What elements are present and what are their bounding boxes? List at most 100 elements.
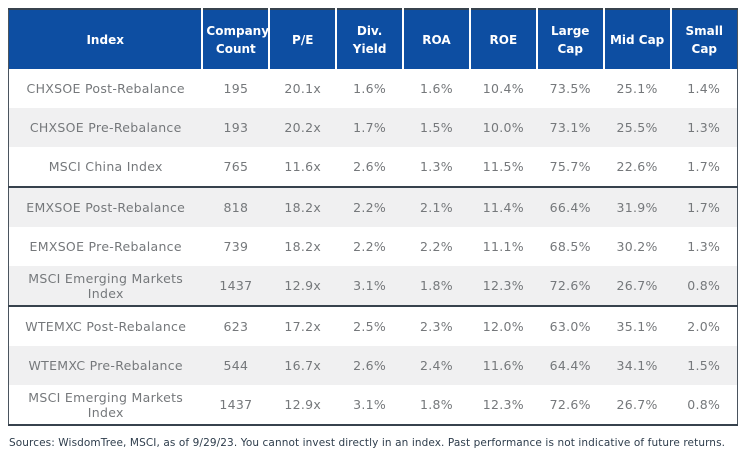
value-cell: 11.4%	[482, 200, 524, 215]
value-cell: 2.5%	[353, 319, 387, 334]
value-cell: 72.6%	[549, 397, 591, 412]
table-row-msci-china-index: MSCI China Index 765 11.6x 2.6% 1.3% 11.5% 75.…	[9, 147, 738, 187]
value-cell: 1.7%	[687, 200, 721, 215]
value-cell: 11.6%	[482, 358, 524, 373]
column-header-index: Index	[8, 9, 203, 69]
source-footnote: Sources: WisdomTree, MSCI, as of 9/29/23…	[9, 437, 726, 449]
index-name-cell: MSCI Emerging Markets Index	[28, 270, 184, 301]
value-cell: 10.0%	[482, 120, 524, 135]
value-cell: 11.5%	[482, 159, 524, 174]
value-cell: 818	[223, 200, 249, 215]
value-cell: 12.9x	[284, 397, 322, 412]
value-cell: 2.2%	[353, 200, 387, 215]
table-row-emxsoe-post-rebalance: EMXSOE Post-Rebalance 818 18.2x 2.2% 2.1% 11.…	[8, 187, 738, 227]
value-cell: 10.4%	[482, 81, 524, 96]
value-cell: 26.7%	[616, 278, 658, 293]
value-cell: 544	[223, 358, 249, 373]
value-cell: 25.5%	[616, 120, 658, 135]
value-cell: 73.5%	[549, 81, 591, 96]
value-cell: 1.6%	[353, 81, 387, 96]
value-cell: 17.2x	[284, 319, 322, 334]
value-cell: 2.2%	[420, 239, 453, 254]
value-cell: 30.2%	[616, 239, 658, 254]
table-group-em-exchina-group: WTEMXC Post-Rebalance 623 17.2x 2.5% 2.3% 12.…	[8, 306, 738, 425]
value-cell: 2.6%	[353, 159, 387, 174]
column-header-roe: ROE	[468, 9, 537, 69]
column-header-company-count: Company Count	[201, 9, 270, 69]
index-name-cell: CHXSOE Pre-Rebalance	[29, 120, 182, 135]
value-cell: 0.8%	[687, 278, 721, 293]
value-cell: 1.7%	[687, 159, 721, 174]
value-cell: 35.1%	[616, 319, 658, 334]
value-cell: 1437	[219, 278, 253, 293]
value-cell: 63.0%	[549, 319, 591, 334]
table-row-emxsoe-pre-rebalance: EMXSOE Pre-Rebalance 739 18.2x 2.2% 2.2% 11.1…	[9, 227, 738, 266]
column-header-small-cap: Small Cap	[669, 9, 738, 69]
value-cell: 25.1%	[616, 81, 658, 96]
index-comparison-table: Index Company Count P/E Div. Yield ROA ROE Lar…	[8, 8, 738, 426]
value-cell: 64.4%	[549, 358, 591, 373]
value-cell: 73.1%	[549, 120, 591, 135]
value-cell: 34.1%	[616, 358, 658, 373]
value-cell: 1.5%	[687, 358, 721, 373]
index-name-cell: MSCI China Index	[48, 159, 163, 174]
value-cell: 26.7%	[616, 397, 658, 412]
column-header-large-cap: Large Cap	[535, 9, 604, 69]
column-header-roa: ROA	[402, 9, 470, 69]
index-name-cell: MSCI Emerging Markets Index	[28, 389, 184, 420]
value-cell: 31.9%	[616, 200, 658, 215]
table-row-msci-emerging-markets-index: MSCI Emerging Markets Index 1437 12.9x 3.1%…	[8, 266, 738, 306]
table-row-wtemxc-pre-rebalance: WTEMXC Pre-Rebalance 544 16.7x 2.6% 2.4% 11.6…	[8, 346, 738, 385]
value-cell: 3.1%	[353, 397, 387, 412]
value-cell: 20.2x	[284, 120, 322, 135]
value-cell: 68.5%	[549, 239, 591, 254]
value-cell: 12.9x	[284, 278, 322, 293]
index-name-cell: WTEMXC Pre-Rebalance	[28, 358, 183, 373]
value-cell: 1.3%	[687, 120, 721, 135]
table-row-wtemxc-post-rebalance: WTEMXC Post-Rebalance 623 17.2x 2.5% 2.3% 12.…	[9, 306, 738, 346]
value-cell: 193	[223, 120, 249, 135]
value-cell: 18.2x	[284, 200, 322, 215]
value-cell: 1.5%	[420, 120, 453, 135]
value-cell: 66.4%	[549, 200, 591, 215]
column-header-p-e: P/E	[268, 9, 337, 69]
value-cell: 739	[223, 239, 249, 254]
index-name-cell: WTEMXC Post-Rebalance	[25, 319, 187, 334]
index-name-cell: EMXSOE Post-Rebalance	[26, 200, 186, 215]
value-cell: 2.4%	[420, 358, 453, 373]
table-group-em-soe-group: EMXSOE Post-Rebalance 818 18.2x 2.2% 2.1% 11.…	[8, 187, 738, 306]
value-cell: 12.0%	[482, 319, 524, 334]
column-header-div-yield: Div. Yield	[335, 9, 404, 69]
value-cell: 11.6x	[284, 159, 322, 174]
value-cell: 20.1x	[284, 81, 322, 96]
value-cell: 12.3%	[482, 278, 524, 293]
value-cell: 195	[223, 81, 249, 96]
value-cell: 18.2x	[284, 239, 322, 254]
value-cell: 3.1%	[353, 278, 387, 293]
index-name-cell: EMXSOE Pre-Rebalance	[29, 239, 182, 254]
value-cell: 1.7%	[353, 120, 387, 135]
table-group-china-soe-group: CHXSOE Post-Rebalance 195 20.1x 1.6% 1.6% 10.…	[8, 69, 738, 187]
column-header-mid-cap: Mid Cap	[602, 9, 671, 69]
value-cell: 1437	[219, 397, 253, 412]
value-cell: 2.2%	[353, 239, 387, 254]
value-cell: 1.4%	[687, 81, 721, 96]
value-cell: 0.8%	[687, 397, 721, 412]
value-cell: 72.6%	[549, 278, 591, 293]
value-cell: 1.3%	[687, 239, 721, 254]
value-cell: 22.6%	[616, 159, 658, 174]
value-cell: 2.3%	[420, 319, 453, 334]
value-cell: 2.6%	[353, 358, 387, 373]
value-cell: 16.7x	[284, 358, 322, 373]
table-header: Index Company Count P/E Div. Yield ROA ROE Lar…	[8, 9, 738, 69]
table-row-msci-emerging-markets-index: MSCI Emerging Markets Index 1437 12.9x 3.1%…	[9, 385, 738, 425]
header-row: Index Company Count P/E Div. Yield ROA ROE Lar…	[8, 9, 738, 69]
value-cell: 75.7%	[549, 159, 591, 174]
index-name-cell: CHXSOE Post-Rebalance	[26, 81, 185, 96]
value-cell: 623	[223, 319, 249, 334]
value-cell: 2.0%	[687, 319, 721, 334]
value-cell: 1.8%	[420, 278, 453, 293]
value-cell: 1.6%	[420, 81, 453, 96]
table-row-chxsoe-post-rebalance: CHXSOE Post-Rebalance 195 20.1x 1.6% 1.6% 10.…	[9, 69, 738, 108]
